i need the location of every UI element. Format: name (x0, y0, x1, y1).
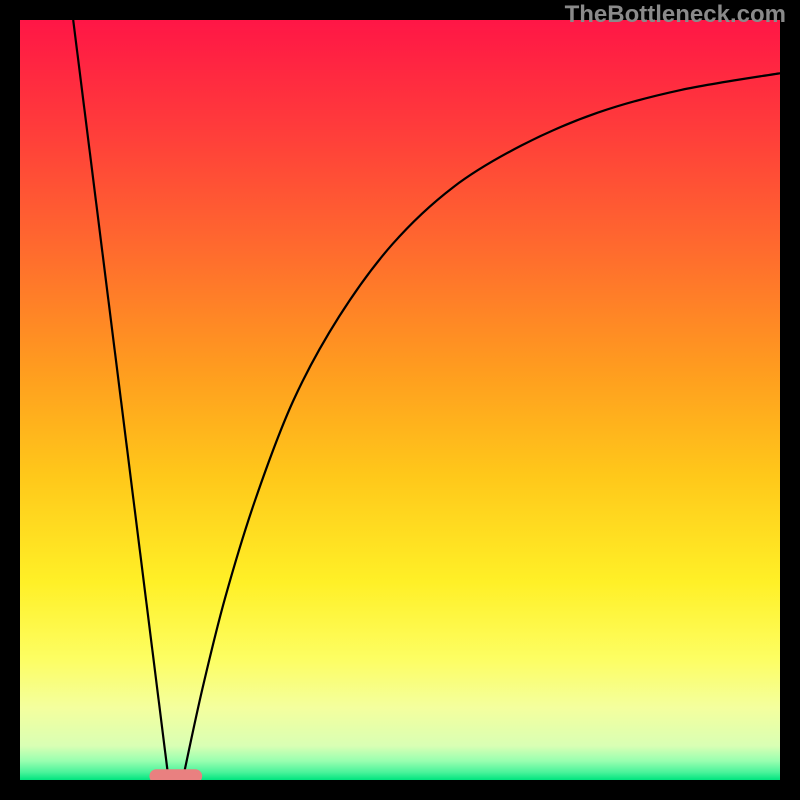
bottleneck-chart-svg: TheBottleneck.com (0, 0, 800, 800)
gradient-background (20, 20, 780, 780)
chart-container: TheBottleneck.com (0, 0, 800, 800)
watermark-text: TheBottleneck.com (565, 1, 786, 28)
